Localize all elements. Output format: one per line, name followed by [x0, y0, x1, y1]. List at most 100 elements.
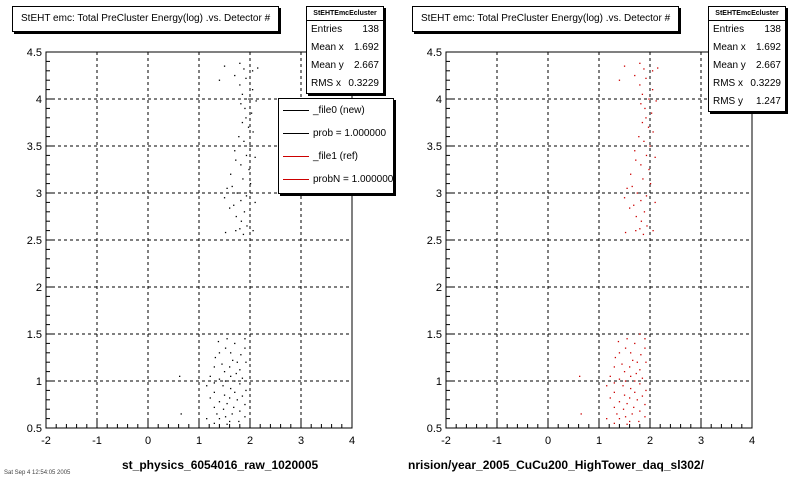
- data-point: [216, 413, 218, 415]
- data-point: [644, 403, 646, 406]
- data-point: [641, 395, 644, 397]
- y-tick-label: 1.5: [27, 329, 42, 341]
- data-point: [222, 385, 224, 387]
- data-point: [644, 107, 646, 110]
- data-point: [638, 420, 640, 423]
- data-point: [231, 185, 233, 188]
- data-point: [250, 112, 253, 114]
- data-point: [239, 62, 241, 64]
- data-point: [645, 389, 647, 392]
- data-point: [626, 187, 628, 189]
- data-point: [236, 361, 238, 363]
- y-tick-label: 1.5: [427, 329, 442, 341]
- y-tick-label: 3.5: [427, 141, 442, 153]
- data-point: [643, 68, 645, 70]
- data-point: [235, 215, 237, 218]
- y-tick-label: 2: [436, 282, 442, 294]
- data-point: [641, 93, 644, 95]
- stats-row: Mean y 2.667: [709, 57, 785, 75]
- data-point: [241, 121, 244, 124]
- data-point: [636, 192, 638, 194]
- chart-panel-left: -2 -1 0 1 2 3 4 0.5 1 1.5 2 2.5 3 3.5 4 4.5 StEHT emc: …: [12, 6, 394, 472]
- data-point: [633, 204, 635, 206]
- stats-box-left: StEHTEmcEcluster Entries 138 Mean x 1.69…: [306, 6, 384, 94]
- data-point: [229, 420, 231, 423]
- data-point: [249, 183, 252, 185]
- data-point: [179, 375, 181, 377]
- legend-entry: _file1 (ref): [279, 145, 393, 168]
- stats-row: Entries 138: [709, 21, 785, 39]
- data-point: [252, 230, 254, 232]
- scatter-plot-left: -2 -1 0 1 2 3 4 0.5 1 1.5 2 2.5 3 3.5 4 4.5: [27, 47, 355, 447]
- y-tick-label: 2: [36, 282, 42, 294]
- data-point: [626, 402, 628, 405]
- data-point: [218, 401, 221, 403]
- data-point: [242, 233, 245, 236]
- x-tick-label: 2: [247, 435, 253, 447]
- data-point: [644, 338, 646, 340]
- x-tick-label: 0: [145, 435, 151, 447]
- legend-swatch: [283, 110, 309, 111]
- data-point: [626, 338, 628, 340]
- data-point: [623, 394, 626, 396]
- stats-label: Mean y: [311, 60, 344, 71]
- data-point: [635, 230, 637, 232]
- data-point: [634, 342, 636, 345]
- data-point: [230, 387, 232, 390]
- data-point: [245, 154, 248, 157]
- stats-value: 2.667: [353, 60, 379, 71]
- legend-box: _file0 (new) prob = 1.000000 _file1 (ref…: [278, 98, 394, 194]
- data-point: [636, 361, 638, 363]
- data-point: [644, 416, 646, 418]
- y-tick-label: 0.5: [27, 423, 42, 435]
- legend-entry: probN = 1.000000: [279, 168, 393, 191]
- data-point: [239, 383, 241, 385]
- data-point: [245, 77, 247, 80]
- data-point: [613, 422, 615, 424]
- footer-timestamp: Sat Sep 4 12:54:05 2005: [4, 470, 71, 476]
- stats-box-right: StEHTEmcEcluster Entries 138 Mean x 1.69…: [708, 6, 786, 112]
- data-point: [230, 375, 232, 377]
- stats-value: 1.247: [755, 96, 781, 107]
- data-point: [639, 84, 641, 86]
- stats-value: 138: [362, 24, 379, 35]
- data-point: [234, 380, 236, 382]
- data-point: [246, 225, 248, 227]
- data-point: [223, 65, 226, 67]
- x-tick-label: -1: [92, 435, 102, 447]
- data-point: [245, 195, 248, 197]
- data-point: [657, 67, 659, 69]
- data-point: [609, 375, 611, 377]
- data-point: [241, 93, 244, 95]
- data-point: [623, 65, 626, 67]
- data-point: [613, 391, 615, 393]
- data-point: [634, 74, 636, 77]
- stats-label: Mean x: [311, 42, 344, 53]
- data-point: [624, 347, 627, 349]
- data-point: [651, 70, 654, 72]
- data-point: [218, 418, 221, 420]
- data-point: [248, 168, 250, 171]
- data-point: [224, 231, 227, 234]
- stats-value: 1.692: [755, 42, 781, 53]
- data-point: [640, 103, 642, 105]
- data-point: [622, 385, 624, 387]
- data-point: [217, 340, 220, 343]
- data-point: [251, 70, 254, 72]
- data-point: [206, 418, 208, 420]
- data-point: [218, 352, 221, 354]
- stats-value: 138: [764, 24, 781, 35]
- data-point: [232, 359, 234, 362]
- data-point: [632, 359, 634, 362]
- data-point: [641, 377, 644, 379]
- data-point: [630, 387, 632, 390]
- stats-label: RMS x: [311, 78, 341, 89]
- data-point: [613, 382, 615, 384]
- data-point: [244, 403, 246, 406]
- data-point: [252, 131, 254, 133]
- legend-label: _file1 (ref): [313, 151, 359, 162]
- data-point: [643, 140, 645, 142]
- data-point: [609, 397, 611, 399]
- stats-row: Mean x 1.692: [307, 39, 383, 57]
- data-point: [643, 211, 646, 213]
